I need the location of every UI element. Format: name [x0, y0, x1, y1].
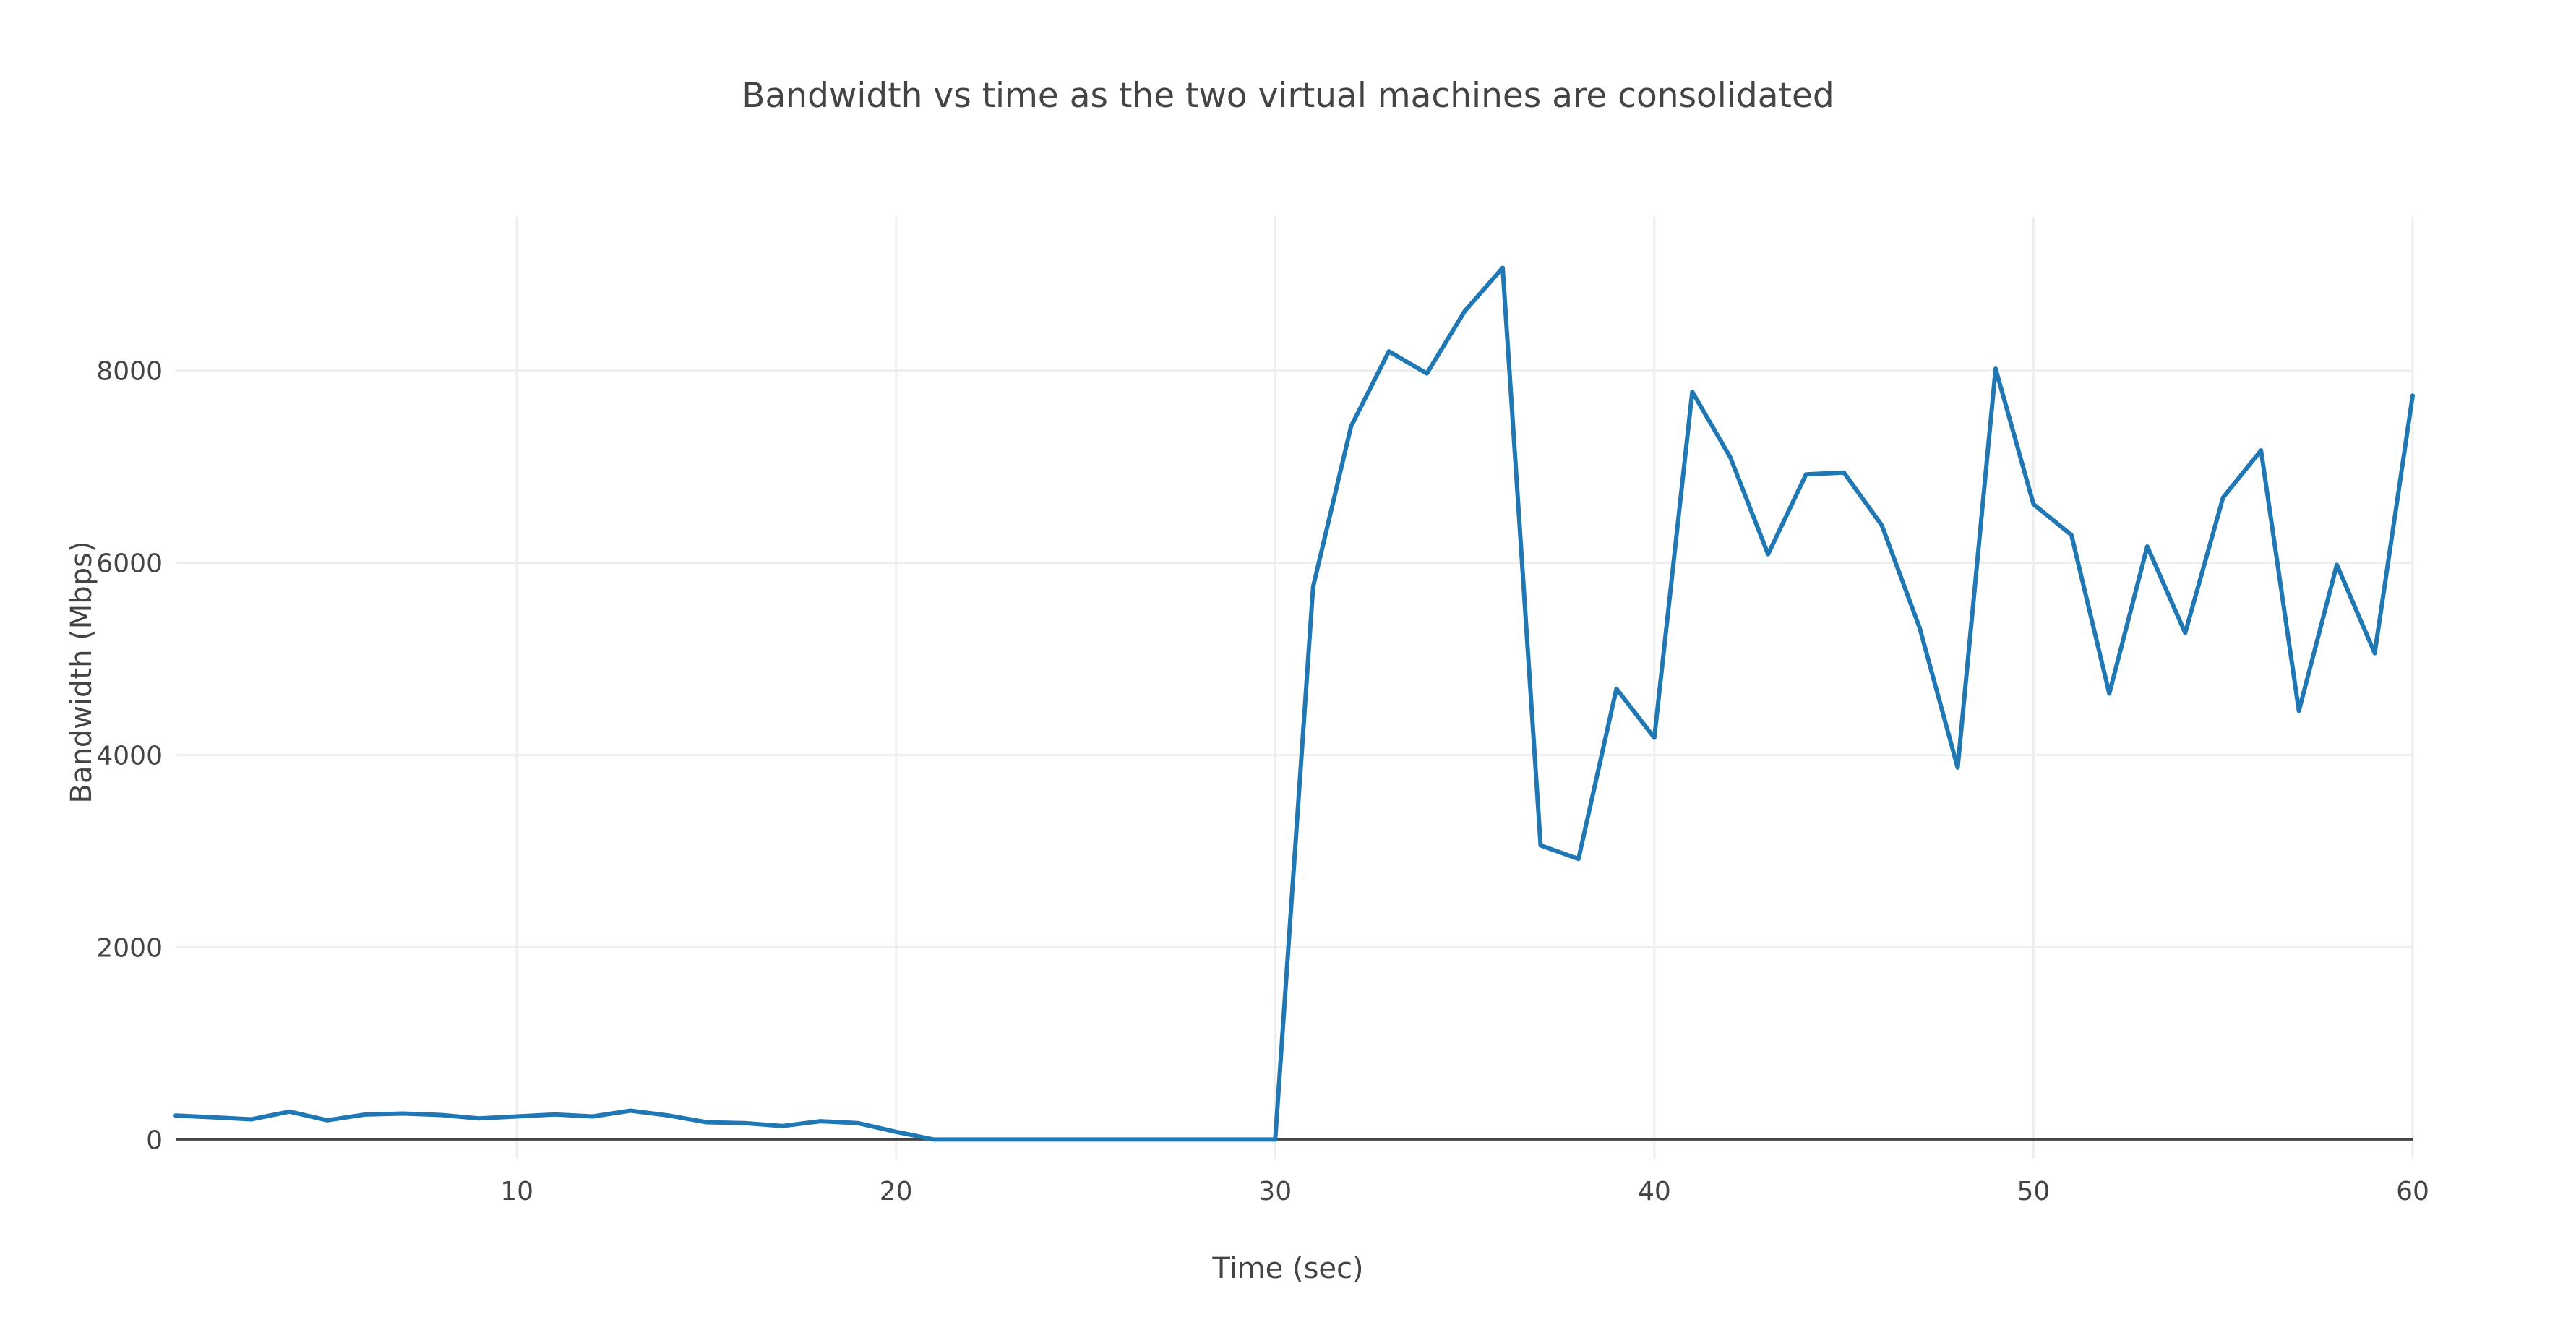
x-tick-label: 20	[880, 1177, 913, 1206]
data-point	[1878, 521, 1886, 530]
data-point	[323, 1116, 332, 1125]
y-tick-label: 6000	[96, 549, 163, 579]
data-point	[1233, 1135, 1242, 1144]
data-point	[210, 1113, 218, 1122]
data-point	[778, 1122, 786, 1131]
y-tick-label: 2000	[96, 933, 163, 963]
data-point	[1839, 468, 1848, 477]
data-point	[1347, 422, 1355, 431]
data-point	[816, 1117, 825, 1125]
data-point	[740, 1119, 749, 1128]
data-point	[1157, 1135, 1166, 1144]
data-point	[2219, 493, 2228, 502]
x-tick-label: 60	[2396, 1177, 2429, 1206]
x-tick-label: 30	[1258, 1177, 1292, 1206]
data-point	[1612, 685, 1620, 693]
data-point	[2371, 649, 2379, 658]
data-point	[1461, 306, 1469, 315]
data-point	[2257, 446, 2265, 455]
data-point	[627, 1107, 635, 1115]
data-point	[247, 1115, 256, 1124]
data-point	[2295, 706, 2304, 715]
data-point	[2143, 542, 2152, 551]
data-point	[1385, 347, 1394, 356]
data-point	[1574, 854, 1583, 863]
y-axis-ticks: 0 2000 4000 6000 8000	[96, 357, 163, 1156]
data-point	[1498, 264, 1507, 273]
data-point	[2408, 391, 2417, 400]
data-point	[285, 1107, 293, 1116]
data-point	[1764, 550, 1772, 559]
x-tick-label: 40	[1638, 1177, 1671, 1206]
data-point	[2067, 531, 2076, 539]
x-tick-label: 50	[2017, 1177, 2051, 1206]
bandwidth-series-line	[173, 265, 2415, 1142]
data-point	[1271, 1135, 1279, 1144]
series-layer	[171, 264, 2417, 1144]
x-axis-ticks: 10 20 30 40 50 60	[500, 1177, 2429, 1206]
data-point	[702, 1118, 710, 1127]
data-point	[1650, 734, 1659, 742]
data-point	[854, 1119, 862, 1128]
data-point	[968, 1135, 976, 1144]
data-point	[1309, 583, 1318, 591]
data-point	[1422, 369, 1431, 378]
data-point	[361, 1110, 369, 1119]
y-tick-label: 0	[146, 1125, 163, 1155]
data-point	[1005, 1135, 1014, 1144]
data-point	[588, 1112, 597, 1121]
chart-title: Bandwidth vs time as the two virtual mac…	[742, 76, 1834, 116]
data-point	[1954, 763, 1962, 772]
data-point	[399, 1110, 408, 1118]
data-point	[512, 1112, 521, 1121]
y-tick-label: 4000	[96, 742, 163, 771]
data-point	[171, 1111, 180, 1120]
data-point	[1688, 387, 1696, 396]
x-tick-label: 10	[500, 1177, 533, 1206]
data-point	[2029, 500, 2038, 509]
data-point	[1537, 841, 1545, 850]
data-point	[664, 1111, 673, 1120]
data-point	[2332, 560, 2341, 569]
data-point	[2181, 629, 2189, 638]
data-point	[1802, 470, 1811, 479]
data-point	[1991, 364, 2000, 373]
x-axis-label: Time (sec)	[1211, 1252, 1363, 1285]
data-point	[475, 1114, 484, 1123]
y-axis-label: Bandwidth (Mbps)	[65, 541, 98, 803]
data-point	[1726, 453, 1735, 461]
data-point	[1915, 624, 1924, 632]
data-point	[2105, 690, 2113, 698]
y-tick-label: 8000	[96, 357, 163, 387]
data-point	[1195, 1135, 1203, 1144]
data-point	[437, 1111, 445, 1120]
grid	[176, 217, 2414, 1159]
data-point	[929, 1135, 938, 1144]
data-point	[551, 1110, 559, 1119]
data-point	[892, 1128, 901, 1136]
data-point	[1119, 1135, 1128, 1144]
data-point	[1044, 1135, 1052, 1144]
data-point	[1081, 1135, 1090, 1144]
